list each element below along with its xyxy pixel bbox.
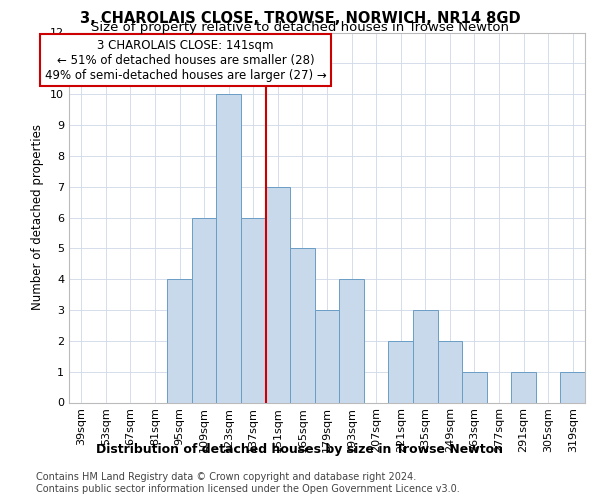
Text: Size of property relative to detached houses in Trowse Newton: Size of property relative to detached ho…: [91, 22, 509, 35]
Y-axis label: Number of detached properties: Number of detached properties: [31, 124, 44, 310]
Bar: [560, 372, 585, 402]
Bar: [462, 372, 487, 402]
Bar: [167, 279, 192, 402]
Text: Contains HM Land Registry data © Crown copyright and database right 2024.: Contains HM Land Registry data © Crown c…: [36, 472, 416, 482]
Bar: [437, 341, 462, 402]
Bar: [192, 218, 217, 402]
Bar: [266, 186, 290, 402]
Bar: [339, 279, 364, 402]
Bar: [217, 94, 241, 402]
Text: Distribution of detached houses by size in Trowse Newton: Distribution of detached houses by size …: [97, 442, 503, 456]
Text: 3 CHAROLAIS CLOSE: 141sqm
← 51% of detached houses are smaller (28)
49% of semi-: 3 CHAROLAIS CLOSE: 141sqm ← 51% of detac…: [45, 39, 326, 82]
Bar: [388, 341, 413, 402]
Bar: [511, 372, 536, 402]
Bar: [413, 310, 437, 402]
Bar: [315, 310, 339, 402]
Bar: [241, 218, 266, 402]
Text: 3, CHAROLAIS CLOSE, TROWSE, NORWICH, NR14 8GD: 3, CHAROLAIS CLOSE, TROWSE, NORWICH, NR1…: [80, 11, 520, 26]
Bar: [290, 248, 315, 402]
Text: Contains public sector information licensed under the Open Government Licence v3: Contains public sector information licen…: [36, 484, 460, 494]
